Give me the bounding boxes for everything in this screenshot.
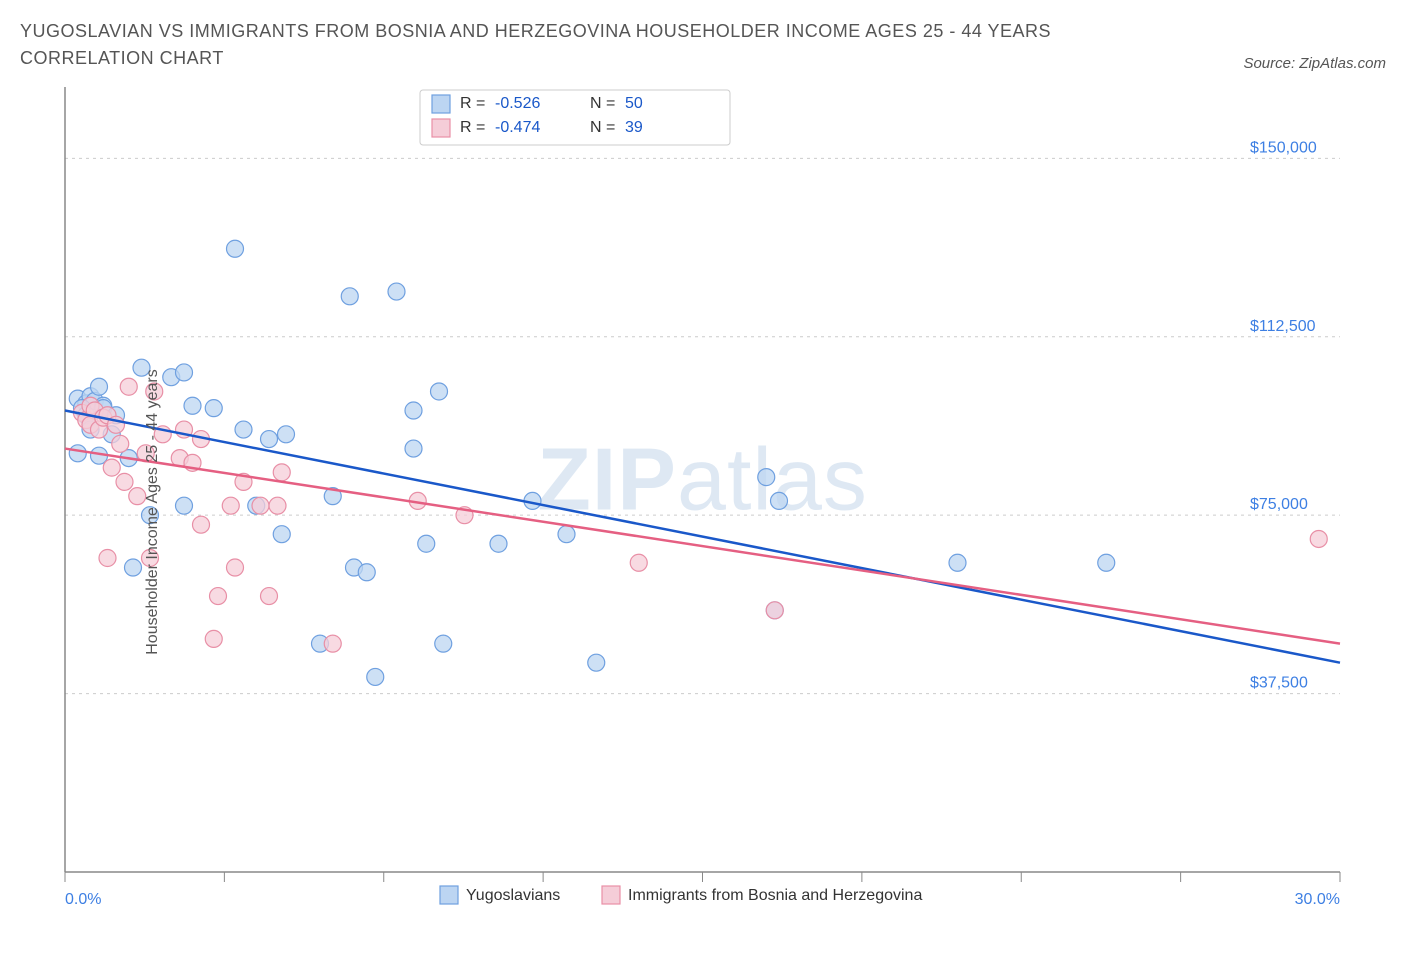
data-point [125, 559, 142, 576]
data-point [227, 559, 244, 576]
source-label: Source: ZipAtlas.com [1243, 55, 1386, 72]
legend-n-value: 50 [625, 95, 643, 112]
data-point [490, 535, 507, 552]
data-point [193, 516, 210, 533]
chart-title: YUGOSLAVIAN VS IMMIGRANTS FROM BOSNIA AN… [20, 18, 1120, 72]
data-point [435, 635, 452, 652]
data-point [630, 554, 647, 571]
data-point [758, 469, 775, 486]
data-point [273, 526, 290, 543]
data-point [235, 421, 252, 438]
data-point [210, 588, 227, 605]
y-tick-label: $150,000 [1250, 139, 1317, 156]
data-point [99, 550, 116, 567]
legend-n-value: 39 [625, 119, 643, 136]
data-point [103, 459, 120, 476]
data-point [766, 602, 783, 619]
data-point [588, 654, 605, 671]
data-point [1098, 554, 1115, 571]
legend-series-label: Yugoslavians [466, 887, 560, 904]
data-point [69, 445, 86, 462]
legend-r-label: R = [460, 119, 485, 136]
data-point [176, 364, 193, 381]
data-point [269, 497, 286, 514]
legend-n-label: N = [590, 95, 615, 112]
data-point [358, 564, 375, 581]
data-point [418, 535, 435, 552]
data-point [176, 497, 193, 514]
data-point [388, 283, 405, 300]
x-tick-label: 0.0% [65, 891, 101, 908]
data-point [116, 473, 133, 490]
data-point [120, 378, 137, 395]
data-point [91, 378, 108, 395]
data-point [222, 497, 239, 514]
legend-r-value: -0.526 [495, 95, 540, 112]
legend-swatch [432, 119, 450, 137]
y-tick-label: $112,500 [1250, 318, 1316, 335]
data-point [205, 630, 222, 647]
scatter-chart: ZIPatlas$37,500$75,000$112,500$150,0000.… [20, 82, 1386, 942]
legend-swatch [602, 886, 620, 904]
legend-swatch [432, 95, 450, 113]
legend-swatch [440, 886, 458, 904]
data-point [405, 440, 422, 457]
data-point [771, 492, 788, 509]
data-point [558, 526, 575, 543]
data-point [949, 554, 966, 571]
data-point [184, 397, 201, 414]
data-point [273, 464, 290, 481]
y-axis-label: Householder Income Ages 25 - 44 years [144, 369, 162, 655]
legend-series-label: Immigrants from Bosnia and Herzegovina [628, 887, 922, 904]
legend-r-label: R = [460, 95, 485, 112]
legend-r-value: -0.474 [495, 119, 540, 136]
data-point [431, 383, 448, 400]
x-tick-label: 30.0% [1295, 891, 1340, 908]
data-point [324, 635, 341, 652]
data-point [112, 435, 129, 452]
data-point [261, 588, 278, 605]
data-point [367, 668, 384, 685]
data-point [261, 431, 278, 448]
data-point [252, 497, 269, 514]
legend-n-label: N = [590, 119, 615, 136]
chart-container: Householder Income Ages 25 - 44 years ZI… [20, 82, 1386, 942]
data-point [227, 240, 244, 257]
data-point [1310, 530, 1327, 547]
data-point [405, 402, 422, 419]
y-tick-label: $75,000 [1250, 496, 1308, 513]
data-point [278, 426, 295, 443]
data-point [341, 288, 358, 305]
data-point [205, 400, 222, 417]
y-tick-label: $37,500 [1250, 675, 1308, 692]
